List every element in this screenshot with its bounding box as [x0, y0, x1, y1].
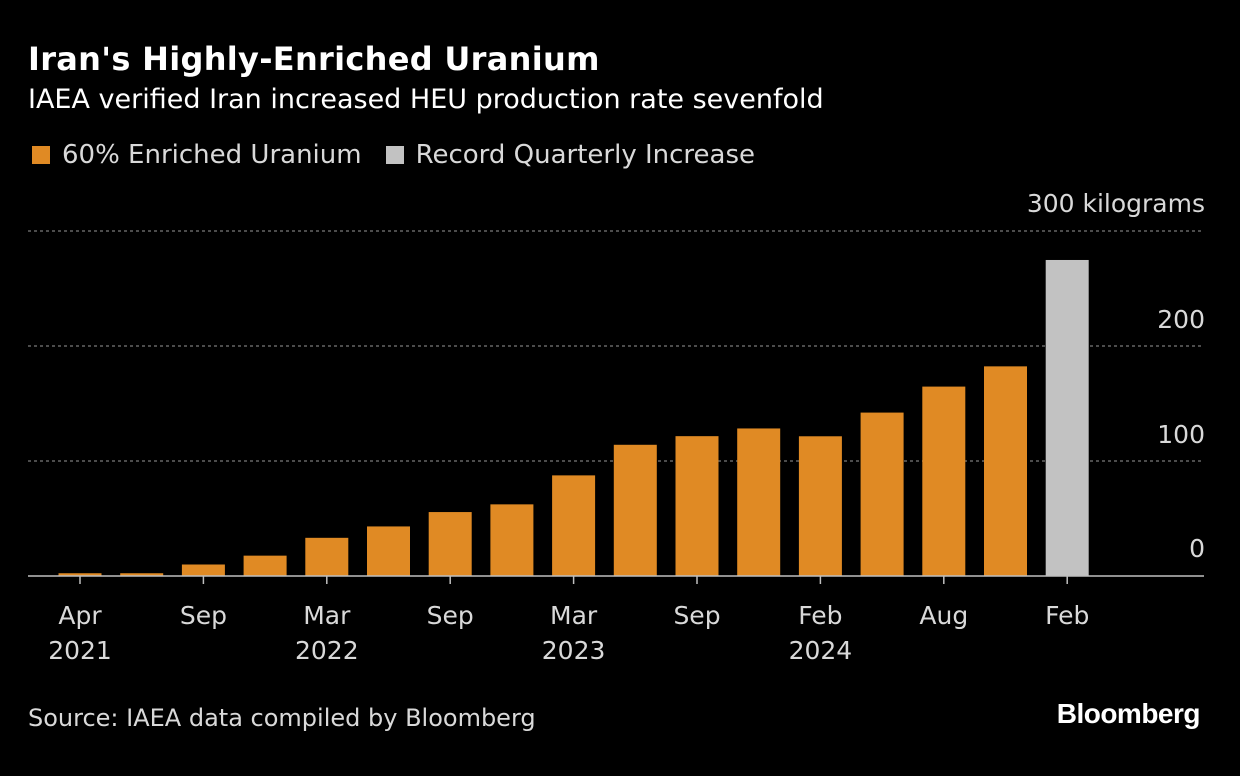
legend-swatch-gray: [385, 146, 404, 164]
bar-enriched-1: [120, 573, 164, 576]
chart-title: Iran's Highly-Enriched Uranium: [28, 40, 600, 78]
bar-enriched-7: [490, 504, 534, 576]
legend: 60% Enriched Uranium Record Quarterly In…: [32, 140, 779, 170]
x-tick-label-12: Feb: [798, 601, 842, 630]
chart-subtitle: IAEA verified Iran increased HEU product…: [28, 84, 824, 115]
legend-item-enriched: 60% Enriched Uranium: [32, 140, 362, 170]
legend-label-enriched: 60% Enriched Uranium: [62, 140, 362, 170]
bar-enriched-9: [613, 444, 657, 576]
bar-enriched-4: [305, 537, 349, 576]
bar-record-16: [1045, 259, 1089, 576]
bar-enriched-0: [58, 573, 102, 576]
x-tick-label-4: Mar: [303, 601, 351, 630]
legend-swatch-orange: [32, 146, 50, 164]
bar-enriched-11: [737, 428, 781, 576]
bar-enriched-3: [243, 555, 287, 576]
bar-enriched-2: [181, 564, 225, 576]
y-tick-label-200: 200: [1157, 305, 1205, 334]
bar-enriched-15: [984, 366, 1027, 576]
bar-enriched-12: [798, 436, 842, 576]
bar-enriched-5: [367, 526, 410, 576]
x-tick-label-14: Aug: [919, 601, 968, 630]
x-tick-label-6: Sep: [427, 601, 474, 630]
bloomberg-logo: Bloomberg: [1056, 698, 1201, 729]
source-note: Source: IAEA data compiled by Bloomberg: [28, 704, 536, 732]
bar-enriched-10: [675, 436, 719, 576]
x-tick-label-2: Sep: [180, 601, 227, 630]
y-tick-label-0: 0: [1189, 534, 1205, 563]
x-tick-year-12: 2024: [789, 636, 853, 665]
x-tick-year-8: 2023: [542, 636, 606, 665]
legend-item-record: Record Quarterly Increase: [385, 140, 756, 170]
bar-enriched-14: [922, 386, 966, 576]
bar-enriched-13: [860, 412, 904, 576]
x-tick-year-0: 2021: [48, 636, 112, 665]
legend-label-record: Record Quarterly Increase: [415, 140, 756, 170]
bar-enriched-8: [552, 475, 596, 576]
x-tick-label-0: Apr: [58, 601, 102, 630]
y-tick-label-100: 100: [1157, 420, 1205, 449]
x-tick-label-16: Feb: [1045, 601, 1089, 630]
x-tick-label-8: Mar: [550, 601, 598, 630]
y-tick-label-300: 300 kilograms: [1027, 189, 1205, 218]
x-tick-label-10: Sep: [673, 601, 720, 630]
bar-enriched-6: [428, 512, 472, 576]
x-tick-year-4: 2022: [295, 636, 359, 665]
